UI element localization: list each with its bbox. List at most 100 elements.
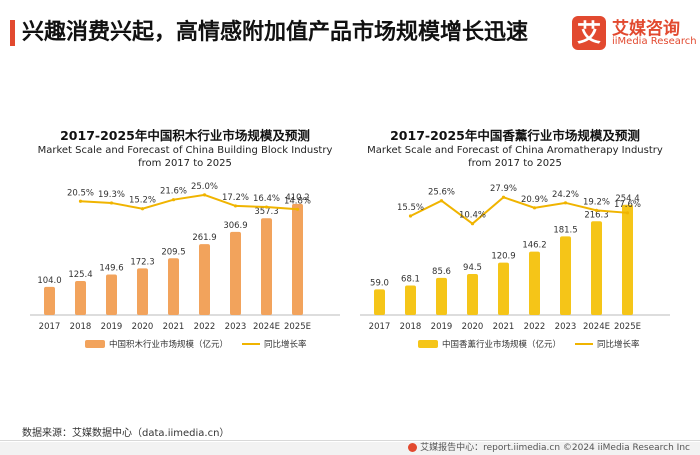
bar-label-2022: 261.9	[192, 233, 216, 243]
bar-2022	[199, 244, 210, 315]
bar-label-2025E: 254.4	[615, 194, 639, 204]
page-title: 兴趣消费兴起，高情感附加值产品市场规模增长迅速	[22, 20, 529, 45]
growth-label-2023: 17.2%	[222, 193, 249, 203]
bar-2023	[560, 236, 571, 315]
growth-label-2021: 21.6%	[160, 187, 187, 197]
growth-point-2022	[532, 206, 537, 210]
growth-label-2024E: 19.2%	[583, 197, 610, 207]
growth-label-2019: 25.6%	[428, 188, 455, 198]
bar-2024E	[261, 218, 272, 315]
chart-aroma-legend: 中国香薰行业市场规模（亿元） 同比增长率	[418, 338, 640, 352]
bar-label-2021: 209.5	[161, 247, 185, 257]
growth-label-2025E: 17.6%	[614, 200, 641, 210]
bar-label-2017: 59.0	[370, 278, 389, 288]
chart-aroma-subtitle-2: from 2017 to 2025	[468, 158, 562, 169]
footer-text-wrap: 艾媒报告中心：report.iimedia.cn ©2024 iiMedia R…	[408, 442, 690, 455]
legend-line-swatch	[575, 343, 594, 345]
x-tick-2025E: 2025E	[284, 322, 311, 332]
growth-rate-line	[410, 196, 628, 225]
bar-label-2025E: 410.2	[285, 193, 309, 203]
x-tick-2018: 2018	[70, 322, 92, 332]
report-center-icon	[408, 443, 418, 452]
bar-label-2019: 85.6	[432, 267, 451, 277]
growth-point-2020	[470, 222, 475, 226]
x-tick-2017: 2017	[39, 322, 61, 332]
bar-2019	[436, 277, 447, 315]
chart-block-title-group: 2017-2025年中国积木行业市场规模及预测 Market Scale and…	[20, 128, 350, 170]
legend-bar-swatch	[85, 340, 105, 348]
bar-label-2020: 172.3	[130, 257, 154, 267]
growth-point-2025E	[625, 211, 630, 215]
legend-line-label: 同比增长率	[264, 340, 307, 350]
bar-label-2020: 94.5	[463, 263, 482, 273]
chart-aroma-title: 2017-2025年中国香薰行业市场规模及预测	[390, 128, 640, 143]
bar-label-2018: 125.4	[68, 270, 92, 280]
bar-2021	[168, 258, 179, 315]
growth-rate-line	[80, 193, 298, 211]
bar-2017	[374, 289, 385, 315]
growth-point-2021	[171, 198, 176, 202]
growth-point-2018	[78, 199, 83, 203]
growth-point-2024E	[264, 205, 269, 209]
growth-label-2023: 24.2%	[552, 190, 579, 200]
growth-label-2020: 10.4%	[459, 211, 486, 221]
footer-bar: 艾媒报告中心：report.iimedia.cn ©2024 iiMedia R…	[0, 442, 700, 455]
bar-label-2017: 104.0	[37, 276, 61, 286]
bar-label-2023: 306.9	[223, 221, 247, 231]
growth-point-2022	[202, 193, 207, 197]
x-tick-2020: 2020	[462, 322, 484, 332]
brand-logo: 艾 艾媒咨询 iiMedia Research	[572, 14, 698, 54]
bar-2024E	[591, 221, 602, 315]
bar-label-2019: 149.6	[99, 263, 123, 273]
x-tick-2019: 2019	[431, 322, 453, 332]
growth-label-2018: 20.5%	[67, 188, 94, 198]
bar-label-2024E: 216.3	[584, 210, 608, 220]
chart-aroma-title-group: 2017-2025年中国香薰行业市场规模及预测 Market Scale and…	[350, 128, 680, 170]
chart-block-subtitle-2: from 2017 to 2025	[138, 158, 232, 169]
bar-2022	[529, 251, 540, 315]
x-tick-2021: 2021	[493, 322, 515, 332]
bar-2023	[230, 231, 241, 315]
chart-block-plot: 104.0 2017 125.4 2018 149.6 2019 172.3 2020 209.…	[30, 182, 340, 332]
x-tick-2018: 2018	[400, 322, 422, 332]
x-tick-2020: 2020	[132, 322, 154, 332]
bar-2018	[405, 285, 416, 315]
x-tick-2025E: 2025E	[614, 322, 641, 332]
legend-bar-label: 中国积木行业市场规模（亿元）	[109, 340, 229, 350]
x-tick-2023: 2023	[225, 322, 247, 332]
data-source: 数据来源：艾媒数据中心（data.iimedia.cn）	[22, 428, 230, 439]
growth-point-2023	[563, 201, 568, 205]
growth-label-2020: 15.2%	[129, 196, 156, 206]
growth-label-2024E: 16.4%	[253, 194, 280, 204]
bar-2021	[498, 262, 509, 315]
bar-2020	[137, 268, 148, 315]
bar-2025E	[292, 203, 303, 315]
growth-point-2025E	[295, 207, 300, 211]
chart-block-subtitle-1: Market Scale and Forecast of China Build…	[37, 145, 333, 156]
legend-line-label: 同比增长率	[597, 340, 640, 350]
x-tick-2021: 2021	[163, 322, 185, 332]
bar-label-2021: 120.9	[491, 252, 515, 262]
growth-point-2019	[439, 199, 444, 203]
bar-label-2018: 68.1	[401, 274, 420, 284]
title-accent-bar	[10, 20, 15, 46]
bar-label-2023: 181.5	[553, 225, 577, 235]
growth-label-2018: 15.5%	[397, 203, 424, 213]
growth-label-2025E: 14.8%	[284, 196, 311, 206]
chart-block-legend: 中国积木行业市场规模（亿元） 同比增长率	[85, 338, 307, 352]
growth-label-2022: 20.9%	[521, 195, 548, 205]
chart-aroma-subtitle-1: Market Scale and Forecast of China Aroma…	[367, 145, 663, 156]
x-tick-2022: 2022	[524, 322, 546, 332]
growth-point-2023	[233, 204, 238, 208]
growth-point-2019	[109, 201, 114, 205]
x-tick-2023: 2023	[555, 322, 577, 332]
footer-text: 艾媒报告中心：report.iimedia.cn ©2024 iiMedia R…	[420, 443, 690, 453]
growth-point-2020	[140, 207, 145, 211]
logo-mark-icon: 艾	[572, 16, 606, 50]
growth-point-2018	[408, 214, 413, 218]
bar-2018	[75, 281, 86, 315]
growth-label-2022: 25.0%	[191, 182, 218, 192]
legend-bar-label: 中国香薰行业市场规模（亿元）	[442, 340, 562, 350]
legend-bar-swatch	[418, 340, 438, 348]
x-tick-2024E: 2024E	[253, 322, 280, 332]
